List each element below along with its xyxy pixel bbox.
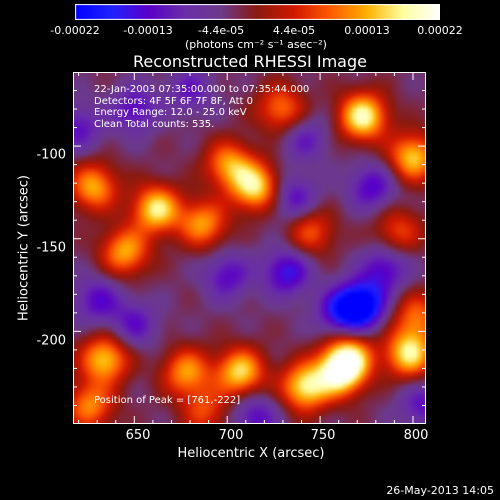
- colorbar-unit-label: (photons cm⁻² s⁻¹ asec⁻²): [185, 38, 327, 51]
- x-tick-label: 800: [403, 428, 429, 443]
- x-tick-label: 650: [125, 428, 151, 443]
- y-tick-label: -100: [36, 147, 66, 163]
- heatmap-plot: [73, 72, 426, 424]
- colorbar-tick: -0.00013: [123, 24, 173, 37]
- colorbar-tick: 0.00013: [344, 24, 390, 37]
- heatmap-image: [73, 72, 426, 424]
- y-tick-label: -150: [36, 240, 66, 256]
- y-axis-label: Heliocentric Y (arcsec): [16, 175, 32, 321]
- peak-position-label: Position of Peak = [761,-222]: [94, 395, 241, 406]
- colorbar-tick: -0.00022: [50, 24, 100, 37]
- observation-info: 22-Jan-2003 07:35:00.000 to 07:35:44.000…: [94, 84, 309, 130]
- x-tick-label: 750: [310, 428, 336, 443]
- colorbar: [75, 4, 440, 20]
- energy-range-label: Energy Range: 12.0 - 25.0 keV: [94, 107, 247, 119]
- plot-border: [73, 72, 426, 424]
- detectors-label: Detectors: 4F 5F 6F 7F 8F, Att 0: [94, 95, 254, 107]
- chart-title: Reconstructed RHESSI Image: [133, 52, 367, 71]
- colorbar-tick: -4.4e-05: [197, 24, 245, 37]
- colorbar-tick: 0.00022: [417, 24, 463, 37]
- colorbar-tick-labels: -0.00022 -0.00013 -4.4e-05 4.4e-05 0.000…: [0, 24, 500, 38]
- x-axis-label: Heliocentric X (arcsec): [177, 446, 325, 461]
- x-tick-label: 700: [218, 428, 244, 443]
- timestamp-footer: 26-May-2013 14:05: [386, 484, 494, 497]
- colorbar-tick: 4.4e-05: [272, 24, 316, 37]
- axis-ticks: [73, 72, 426, 424]
- y-tick-label: -200: [36, 333, 66, 349]
- time-range-label: 22-Jan-2003 07:35:00.000 to 07:35:44.000: [94, 84, 310, 95]
- clean-counts-label: Clean Total counts: 535.: [94, 118, 215, 130]
